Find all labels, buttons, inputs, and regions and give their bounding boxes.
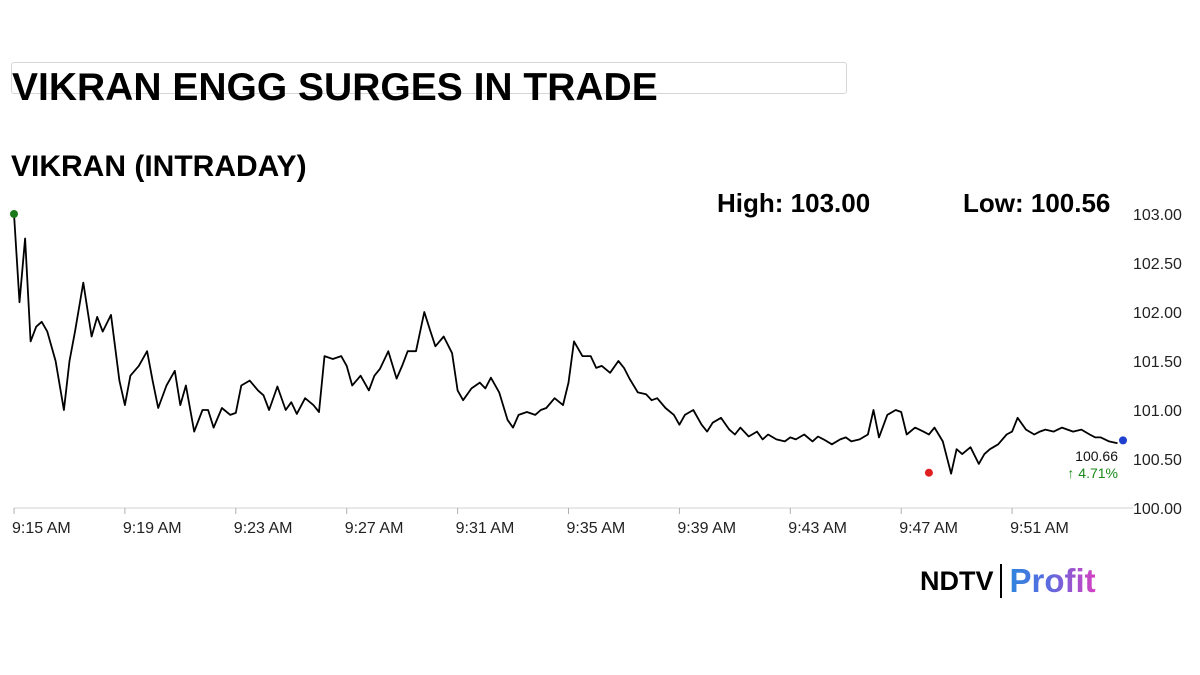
last-value-label: 100.66 (1075, 448, 1118, 464)
y-tick-label: 100.50 (1133, 452, 1182, 469)
x-tick-label: 9:51 AM (1010, 520, 1069, 537)
x-tick-label: 9:31 AM (456, 520, 515, 537)
x-tick-label: 9:15 AM (12, 520, 71, 537)
y-tick-label: 103.00 (1133, 207, 1182, 224)
x-tick-label: 9:19 AM (123, 520, 182, 537)
y-tick-label: 101.50 (1133, 354, 1182, 371)
headline: VIKRAN ENGG SURGES IN TRADE (12, 66, 658, 109)
x-tick-label: 9:35 AM (567, 520, 626, 537)
x-tick-label: 9:23 AM (234, 520, 293, 537)
x-tick-label: 9:43 AM (788, 520, 847, 537)
x-tick-label: 9:39 AM (677, 520, 736, 537)
brand-ndtv: NDTV (920, 565, 994, 596)
change-label: ↑ 4.71% (1067, 465, 1118, 481)
low-marker (924, 468, 933, 477)
y-tick-label: 100.00 (1133, 501, 1182, 518)
x-tick-label: 9:27 AM (345, 520, 404, 537)
y-tick-label: 102.50 (1133, 256, 1182, 273)
chart-subtitle: VIKRAN (INTRADAY) (11, 150, 307, 183)
ndtv-profit-logo: NDTV Profit (920, 562, 1096, 600)
y-tick-label: 102.00 (1133, 305, 1182, 322)
headline-frame (11, 62, 847, 94)
low-stat: Low: 100.56 (963, 188, 1111, 218)
x-tick-label: 9:47 AM (899, 520, 958, 537)
brand-separator (999, 564, 1002, 598)
high-marker (10, 210, 18, 218)
price-line (13, 213, 1118, 475)
brand-profit: Profit (1009, 562, 1096, 599)
high-stat: High: 103.00 (717, 188, 871, 218)
y-tick-label: 101.00 (1133, 403, 1182, 420)
last-marker (1119, 436, 1127, 445)
